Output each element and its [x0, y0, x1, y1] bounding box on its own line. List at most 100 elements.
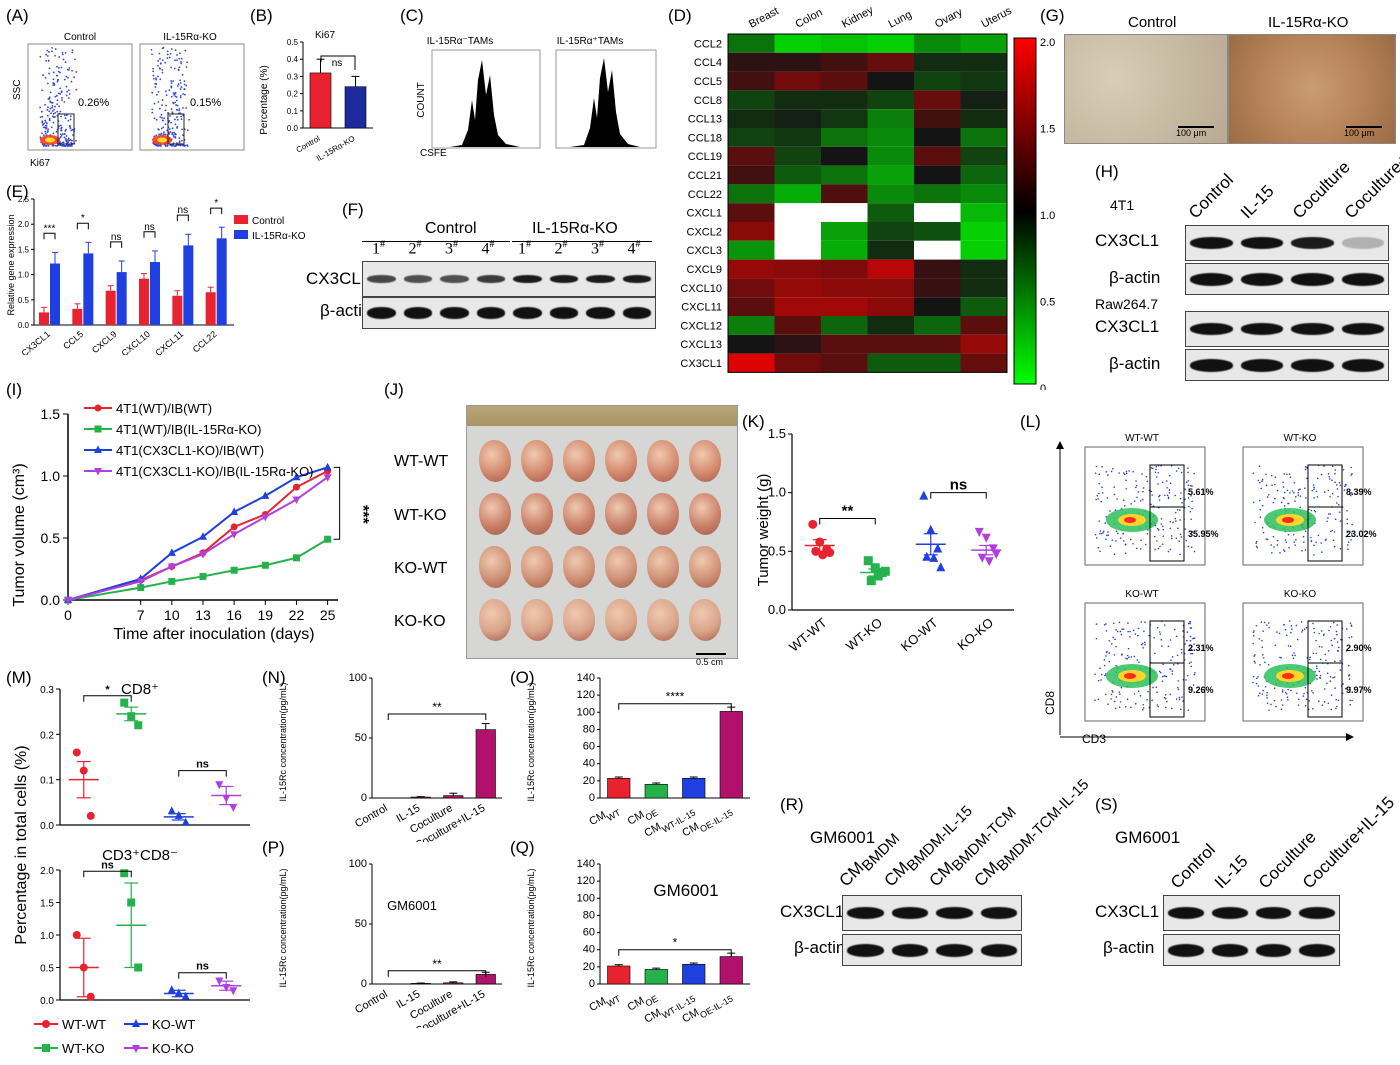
d-cell [774, 297, 821, 316]
l-dot [1156, 704, 1159, 706]
l-dot [1350, 466, 1352, 469]
a-plot-ko [139, 43, 245, 151]
q-ylabel: IL-15Rc concentration(pg/mL) [526, 868, 536, 987]
l-dot [1337, 699, 1340, 702]
d-cell [914, 278, 961, 298]
l-dot [1153, 535, 1156, 538]
l-dot [1349, 699, 1351, 702]
panel-c-histograms: IL-15Rα⁻TAMs IL-15Rα⁺TAMs COUNT CSFE [416, 36, 657, 159]
l-dot [1146, 480, 1149, 483]
a-dot-ko [182, 106, 184, 109]
l-dot [1129, 630, 1131, 633]
l-dot [1179, 497, 1182, 500]
a-dot-control [71, 69, 73, 72]
d-cell [960, 203, 1007, 222]
d-row-label: CCL5 [694, 76, 722, 88]
l-dot [1323, 465, 1325, 467]
l-dot [1291, 490, 1294, 492]
d-column-label: Kidney [840, 4, 876, 31]
l-dot [1252, 675, 1255, 678]
l-dot [1345, 650, 1348, 652]
e-sig-label: * [81, 213, 85, 224]
a-dot-control [60, 66, 63, 69]
l-dot [1334, 469, 1337, 471]
bar [719, 956, 743, 985]
panel-label-n: (N) [262, 668, 286, 687]
a-dot-control [66, 90, 68, 93]
e-y-tick-label: 0.0 [18, 321, 30, 330]
f-bracket-ko [512, 241, 652, 242]
l-dot [1140, 539, 1142, 541]
l-dot [1130, 656, 1133, 658]
l-dot [1126, 698, 1129, 701]
l-dot [1137, 627, 1140, 630]
l-dot [1252, 631, 1255, 634]
a-dot-control [41, 120, 44, 123]
i-point [199, 551, 207, 559]
a-dot-ko [155, 83, 158, 85]
d-cell [867, 90, 914, 110]
a-dot-ko [172, 134, 175, 137]
l-dot [1145, 475, 1148, 478]
l-dot [1287, 688, 1289, 691]
l-pct-upper: 5.61% [1188, 487, 1214, 497]
j-tumor [479, 546, 511, 588]
j-row-kowt: KO-WT [394, 560, 448, 577]
band [1341, 237, 1384, 249]
l-dot [1167, 496, 1170, 499]
d-cell [867, 165, 914, 185]
l-dot [1329, 495, 1331, 498]
data-point [167, 806, 176, 815]
a-dot-ko [178, 109, 181, 112]
i-point [323, 462, 332, 471]
a-pct-control: 0.26% [78, 97, 109, 109]
l-dot [1104, 522, 1107, 524]
l-dot [1138, 661, 1140, 663]
m-legend-label: KO-WT [152, 1017, 195, 1032]
e-sig-bracket [76, 222, 89, 230]
l-plot-frame [1242, 446, 1364, 566]
d-cell [728, 146, 775, 166]
d-cell [821, 222, 868, 241]
l-dot [1313, 488, 1315, 490]
a-dot-ko [182, 134, 184, 137]
d-cell [914, 71, 961, 91]
l-dot [1191, 485, 1193, 487]
l-dot [1186, 674, 1189, 677]
bar [644, 969, 668, 985]
l-dot [1097, 498, 1099, 500]
band [1255, 907, 1292, 919]
l-dot [1158, 495, 1160, 498]
y-tick-label: 0.5 [287, 38, 299, 47]
l-dot [1316, 496, 1319, 498]
a-dot-ko [157, 128, 160, 131]
band [476, 307, 505, 319]
f-bracket-control [362, 241, 510, 242]
l-dot [1304, 468, 1307, 471]
l-ylabel: CD8 [1043, 691, 1057, 715]
sig-label: **** [666, 690, 685, 704]
a-dot-control [52, 132, 55, 135]
d-cell [728, 240, 775, 260]
a-dot-ko [170, 121, 173, 124]
data-point [922, 551, 932, 561]
j-tumor [563, 440, 595, 482]
l-dot [1166, 486, 1168, 489]
a-dot-control [65, 114, 68, 117]
l-dot [1264, 685, 1267, 688]
l-dot [1297, 489, 1300, 491]
l-gate [1307, 464, 1343, 562]
a-dot-ko [169, 131, 172, 133]
l-dot [1261, 639, 1263, 642]
l-dot [1187, 545, 1190, 548]
l-dot [1178, 698, 1181, 701]
l-dot [1192, 684, 1195, 686]
a-dot-control [54, 95, 57, 98]
f-lane-sup: # [562, 239, 568, 250]
j-tumor [605, 440, 637, 482]
c-histogram-pos [570, 58, 640, 147]
l-dot [1192, 637, 1194, 640]
a-dot-ko [179, 94, 182, 97]
l-dot [1258, 692, 1261, 695]
l-dot [1304, 466, 1307, 468]
